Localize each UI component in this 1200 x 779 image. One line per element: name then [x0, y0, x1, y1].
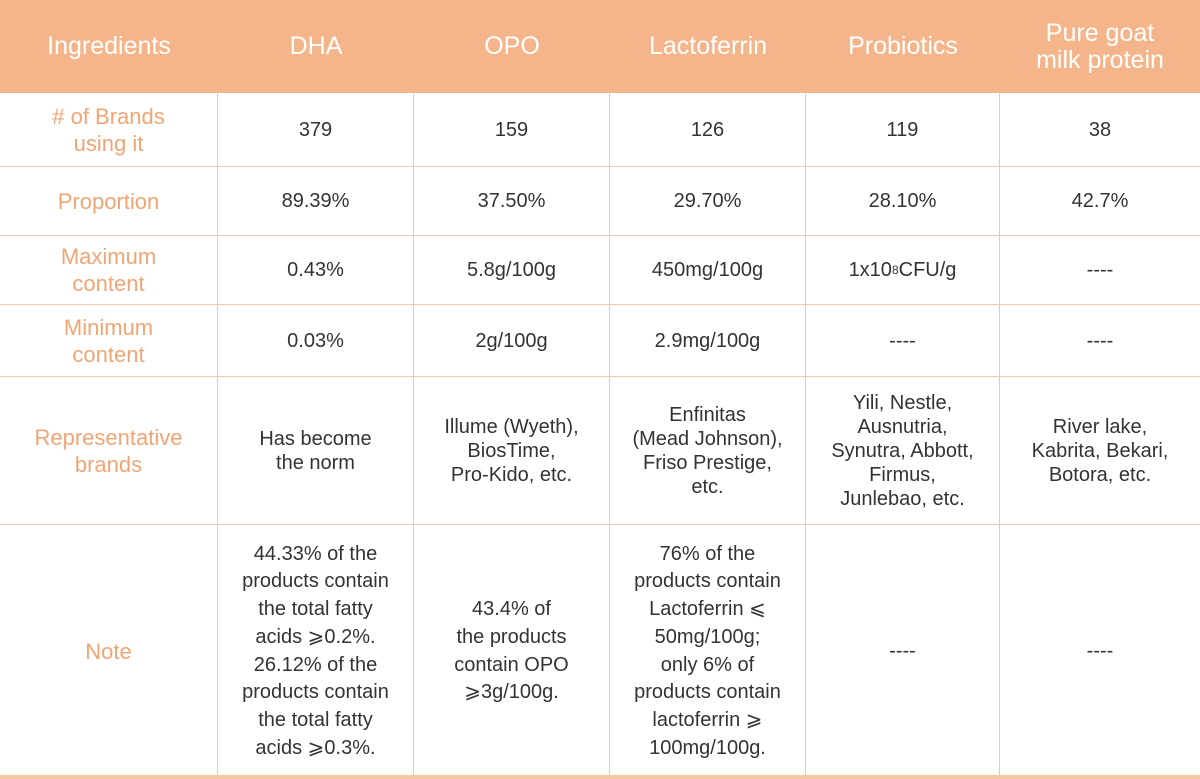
row-label-brands: # of Brands using it — [0, 93, 218, 167]
table-cell: 379 — [218, 93, 414, 167]
table-cell: 44.33% of the products contain the total… — [218, 525, 414, 779]
row-label-minimum: Minimum content — [0, 305, 218, 377]
table-cell: 28.10% — [806, 167, 1000, 236]
table-cell: ---- — [1000, 525, 1200, 779]
header-probiotics: Probiotics — [806, 0, 1000, 93]
row-label-brands-list: Representative brands — [0, 377, 218, 525]
table-cell: 119 — [806, 93, 1000, 167]
row-label-note: Note — [0, 525, 218, 779]
probiotics-max-unit: CFU/g — [898, 259, 957, 281]
table-cell: 43.4% of the products contain OPO ⩾3g/10… — [414, 525, 610, 779]
row-label-proportion: Proportion — [0, 167, 218, 236]
table-cell: 76% of the products contain Lactoferrin … — [610, 525, 806, 779]
table-cell: 89.39% — [218, 167, 414, 236]
header-lactoferrin: Lactoferrin — [610, 0, 806, 93]
header-goat-milk-protein: Pure goat milk protein — [1000, 0, 1200, 93]
table-cell: 450mg/100g — [610, 236, 806, 305]
header-dha: DHA — [218, 0, 414, 93]
header-opo: OPO — [414, 0, 610, 93]
table-cell: 37.50% — [414, 167, 610, 236]
table-cell: ---- — [1000, 305, 1200, 377]
table-cell: 159 — [414, 93, 610, 167]
table-cell: ---- — [806, 305, 1000, 377]
table-cell: River lake, Kabrita, Bekari, Botora, etc… — [1000, 377, 1200, 525]
table-cell: 29.70% — [610, 167, 806, 236]
table-cell: 0.03% — [218, 305, 414, 377]
table-cell: 2g/100g — [414, 305, 610, 377]
probiotics-max-base: 1x10 — [848, 259, 892, 281]
table-cell: 38 — [1000, 93, 1200, 167]
table-cell: 126 — [610, 93, 806, 167]
table-cell: ---- — [806, 525, 1000, 779]
header-ingredients: Ingredients — [0, 0, 218, 93]
table-cell: Enfinitas (Mead Johnson), Friso Prestige… — [610, 377, 806, 525]
table-cell: Illume (Wyeth), BiosTime, Pro-Kido, etc. — [414, 377, 610, 525]
table-cell: Has become the norm — [218, 377, 414, 525]
table-cell: 2.9mg/100g — [610, 305, 806, 377]
table-cell: Yili, Nestle, Ausnutria, Synutra, Abbott… — [806, 377, 1000, 525]
table-cell: 42.7% — [1000, 167, 1200, 236]
table-cell: 0.43% — [218, 236, 414, 305]
table-cell: ---- — [1000, 236, 1200, 305]
bottom-border — [0, 775, 1200, 779]
probiotics-max-cell: 1x10 8 CFU/g — [806, 236, 1000, 305]
row-label-maximum: Maximum content — [0, 236, 218, 305]
table-cell: 5.8g/100g — [414, 236, 610, 305]
